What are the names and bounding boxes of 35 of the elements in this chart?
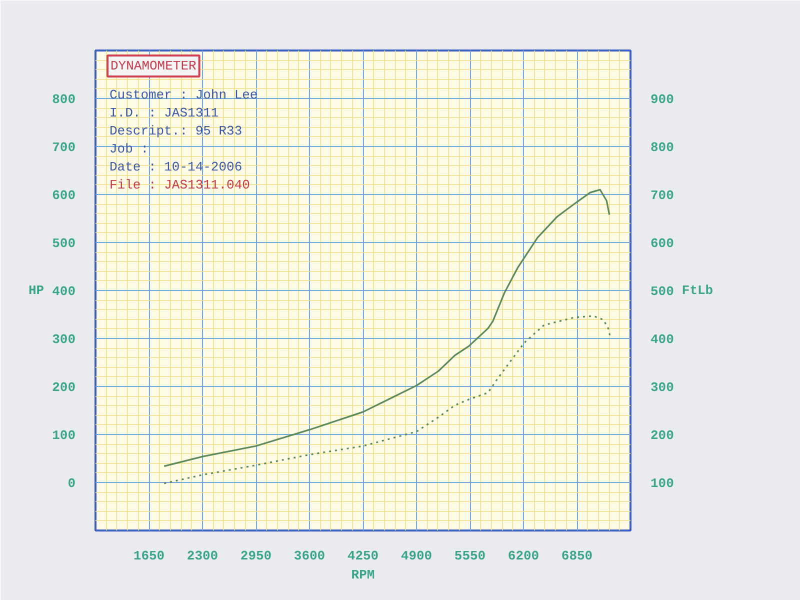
- y2-tick-label: 400: [650, 332, 674, 347]
- y2-tick-label: 600: [650, 236, 674, 251]
- line-series: [163, 315, 611, 484]
- y-tick-label: 200: [52, 380, 76, 395]
- x-tick-label: 6850: [561, 548, 593, 564]
- y2-tick-label: 800: [650, 140, 674, 155]
- annotation: Date : 10-14-2006: [110, 160, 242, 174]
- x-tick-label: 2950: [240, 548, 272, 564]
- y2-tick-label: 200: [650, 428, 674, 443]
- x-tick-label: 6200: [508, 548, 540, 564]
- x-tick-label: 4250: [347, 548, 379, 564]
- y2-tick-label: 300: [650, 380, 674, 395]
- y2-tick-label: 500: [650, 284, 674, 299]
- y2-tick-label: 900: [650, 92, 674, 107]
- x-tick-label: 3600: [294, 548, 326, 564]
- y-tick-label: 400: [52, 284, 76, 299]
- line-series: [163, 188, 610, 467]
- x-tick-label: 1650: [133, 548, 165, 564]
- y-tick-label: 0: [68, 476, 76, 491]
- y-tick-label: 500: [52, 236, 76, 251]
- annotation: File : JAS1311.040: [110, 178, 250, 192]
- y-tick-label: 300: [52, 332, 76, 347]
- y-tick-label: 600: [52, 188, 76, 203]
- y-tick-label: 100: [52, 428, 76, 443]
- y2-axis-title: FtLb: [682, 283, 714, 298]
- x-axis-title: RPM: [351, 568, 375, 582]
- y2-tick-label: 700: [650, 188, 674, 203]
- x-tick-label: 5550: [454, 548, 486, 564]
- y-tick-label: 700: [52, 140, 76, 155]
- x-tick-label: 4900: [400, 548, 432, 564]
- y-axis-title: HP: [28, 283, 44, 298]
- text: DYNAMOMETER: [110, 58, 197, 74]
- y2-tick-label: 100: [650, 476, 674, 491]
- x-tick-label: 2300: [186, 548, 218, 564]
- y-tick-label: 800: [52, 92, 76, 107]
